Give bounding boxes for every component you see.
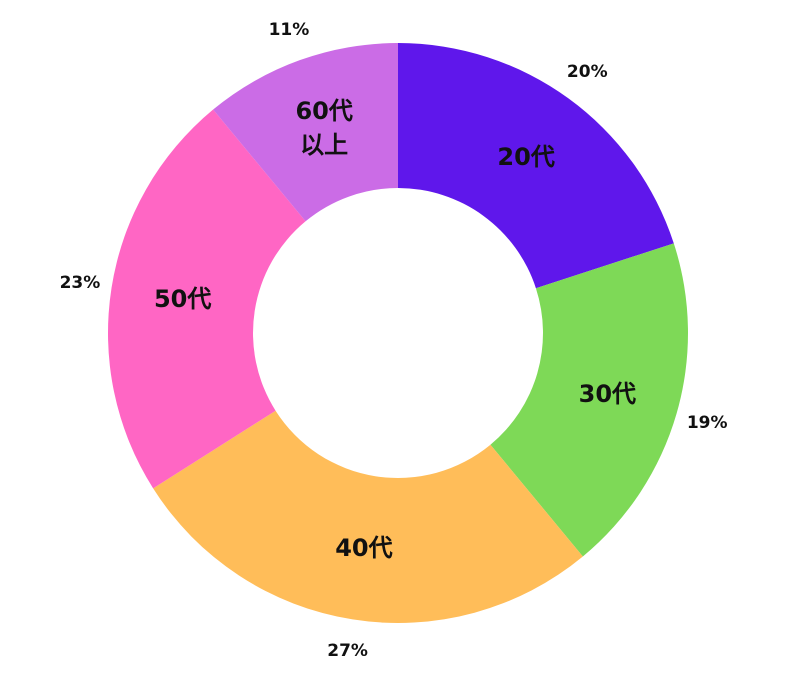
- value-label: 11%: [268, 20, 310, 41]
- value-label: 20%: [566, 62, 608, 83]
- slice-label: 30代: [578, 379, 637, 408]
- slice: [490, 243, 689, 557]
- value-label: 27%: [327, 641, 368, 662]
- slice-label: 20代: [497, 142, 555, 171]
- slice: [398, 43, 674, 289]
- value-label: 19%: [686, 412, 728, 433]
- slice-label: 40代: [335, 534, 393, 563]
- slice: [108, 109, 306, 489]
- slice: [213, 43, 398, 222]
- slice-label: 50代: [153, 284, 212, 313]
- slice-label: 60代 以上: [295, 96, 353, 159]
- slice: [153, 410, 583, 624]
- value-label: 23%: [59, 272, 101, 293]
